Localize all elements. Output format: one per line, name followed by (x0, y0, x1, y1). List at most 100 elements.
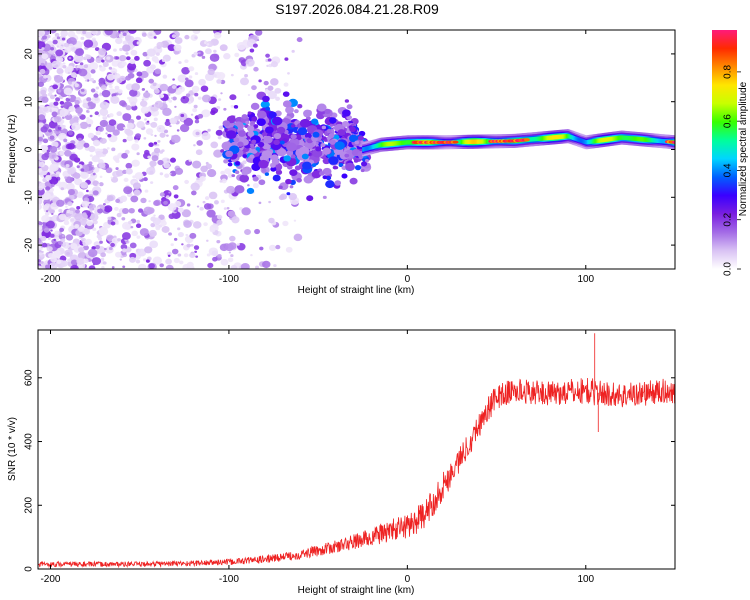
noise-cell (56, 68, 64, 75)
noise-cell (74, 83, 79, 88)
noise-cell (79, 62, 84, 66)
band-cell (593, 139, 596, 144)
noise-cell (125, 83, 134, 91)
noise-cell (120, 30, 125, 33)
noise-cell (93, 93, 99, 98)
spectrogram-x-tick-label: -100 (219, 274, 239, 285)
noise-cell (174, 167, 184, 175)
band-cell (543, 136, 546, 141)
noise-cell (153, 200, 160, 207)
noise-cell (40, 89, 47, 95)
noise-cell (113, 48, 117, 52)
noise-cell (51, 111, 58, 117)
noise-cell (130, 225, 134, 229)
noise-cell (92, 180, 99, 187)
noise-cell (194, 119, 200, 124)
band-cell (551, 135, 554, 140)
band-cell (479, 139, 482, 144)
noise-cell (68, 105, 76, 112)
noise-cell (169, 117, 178, 125)
band-cell (608, 137, 611, 142)
noise-cell (188, 75, 193, 79)
noise-cell (123, 177, 129, 182)
noise-cell (124, 149, 130, 155)
noise-cell (282, 220, 289, 227)
band-cell (473, 139, 476, 144)
snr-frame (37, 329, 676, 570)
noise-cell (153, 36, 157, 39)
noise-cell (102, 121, 107, 125)
signal-cell (233, 137, 240, 143)
noise-cell (236, 243, 240, 246)
noise-cell (59, 227, 65, 233)
noise-cell (223, 107, 227, 111)
noise-cell (58, 208, 63, 213)
band-cell (369, 145, 372, 150)
noise-cell (181, 67, 190, 75)
noise-cell (124, 35, 132, 41)
noise-cell (63, 42, 70, 48)
signal-cell (337, 129, 346, 136)
noise-cell (244, 74, 248, 78)
noise-cell (131, 83, 141, 91)
noise-cell (177, 231, 184, 238)
noise-cell (262, 260, 271, 269)
noise-cell (87, 248, 98, 258)
noise-cell (278, 195, 285, 201)
noise-cell (38, 136, 43, 142)
noise-cell (86, 189, 89, 193)
noise-cell (239, 77, 249, 86)
signal-cell (235, 161, 240, 166)
band-cell (573, 135, 576, 141)
noise-cell (216, 106, 221, 110)
signal-cell (344, 153, 350, 158)
band-cell (643, 137, 646, 142)
noise-cell (52, 84, 59, 90)
signal-cell (334, 180, 342, 186)
noise-cell (245, 64, 249, 67)
noise-cell (42, 35, 48, 40)
noise-cell (95, 245, 100, 250)
noise-cell (122, 113, 132, 121)
figure-title: S197.2026.084.21.28.R09 (275, 1, 439, 17)
band-cell (556, 134, 559, 140)
signal-cell (329, 117, 337, 124)
noise-cell (49, 30, 57, 34)
noise-cell (144, 189, 149, 193)
noise-cell (41, 96, 49, 103)
noise-cell (89, 77, 95, 82)
noise-cell (108, 246, 113, 251)
noise-cell (77, 226, 85, 232)
noise-cell (161, 225, 170, 233)
noise-cell (267, 85, 274, 91)
noise-cell (137, 208, 144, 213)
band-cell (534, 136, 537, 142)
noise-cell (293, 219, 297, 222)
noise-cell (195, 131, 200, 136)
noise-cell (116, 212, 122, 218)
noise-cell (289, 185, 294, 189)
signal-cell (319, 171, 325, 176)
noise-cell (174, 37, 183, 44)
noise-cell (104, 30, 113, 36)
noise-cell (135, 223, 142, 228)
noise-cell (102, 61, 109, 67)
noise-cell (81, 200, 90, 208)
noise-cell (64, 249, 73, 257)
noise-cell (200, 85, 209, 93)
band-cell (553, 135, 556, 140)
noise-cell (119, 195, 128, 203)
noise-cell (249, 48, 255, 53)
spectrogram-x-ticks: -200 -100 0 100 (40, 30, 595, 285)
noise-cell (86, 220, 93, 227)
noise-cell (247, 93, 251, 97)
noise-cell (178, 86, 185, 93)
noise-cell (153, 88, 160, 94)
noise-cell (209, 227, 216, 233)
noise-cell (197, 96, 202, 100)
noise-cell (229, 235, 236, 242)
noise-cell (126, 56, 131, 61)
band-cell (542, 136, 544, 141)
noise-cell (212, 74, 217, 78)
signal-cell (229, 94, 237, 101)
